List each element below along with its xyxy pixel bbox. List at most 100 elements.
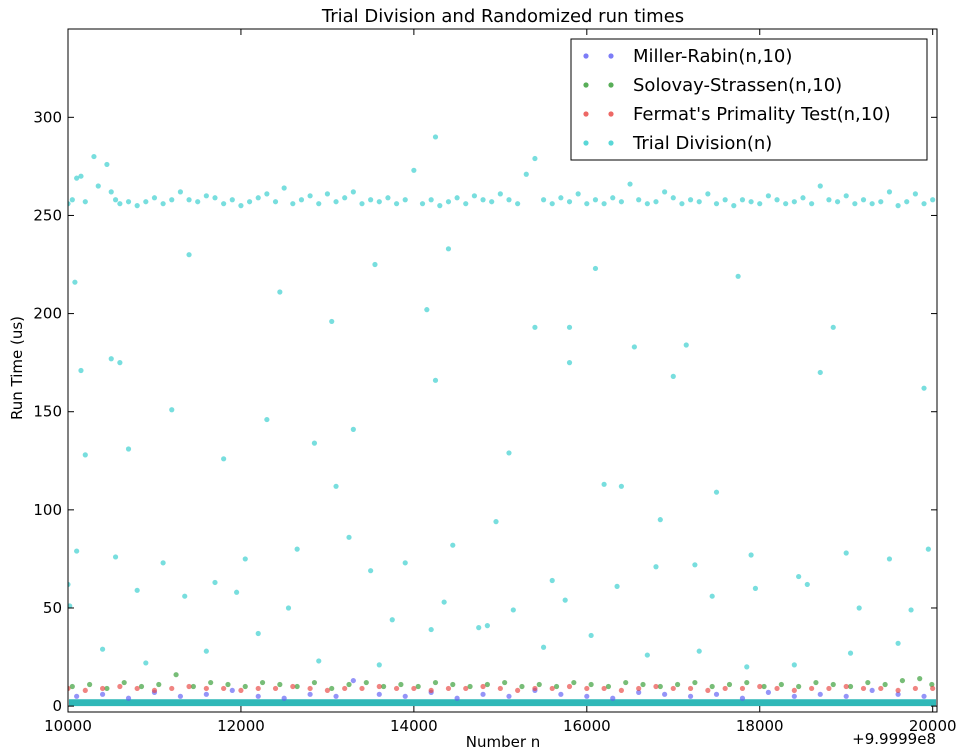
point-trial-division-n- [783,201,789,207]
point-trial-division-n- [558,195,564,201]
point-solovay-strassen-n-10- [190,683,196,690]
point-fermat-s-primality-test-n-10- [255,685,261,692]
point-solovay-strassen-n-10- [813,679,819,686]
point-trial-division-n- [679,201,685,207]
point-miller-rabin-n-10- [765,689,771,695]
point-trial-division-n- [566,324,573,330]
point-trial-division-n- [108,189,114,195]
point-miller-rabin-n-10- [480,691,486,697]
point-trial-division-n- [82,199,88,205]
point-trial-division-n- [246,199,253,205]
point-trial-division-n- [376,662,382,668]
point-trial-division-n- [125,199,132,205]
point-solovay-strassen-n-10- [138,683,145,690]
point-trial-division-n- [670,373,676,379]
point-solovay-strassen-n-10- [156,681,162,688]
point-fermat-s-primality-test-n-10- [791,687,797,694]
point-fermat-s-primality-test-n-10- [636,685,642,692]
point-solovay-strassen-n-10- [571,679,577,686]
point-solovay-strassen-n-10- [87,681,93,688]
point-trial-division-n- [212,195,218,201]
point-trial-division-n- [713,201,720,207]
legend: Miller-Rabin(n,10) Solovay-Strassen(n,10)… [570,38,928,161]
point-trial-division-n- [242,556,248,562]
point-solovay-strassen-n-10- [311,679,318,686]
point-trial-division-n- [69,197,75,203]
point-solovay-strassen-n-10- [450,681,456,688]
point-solovay-strassen-n-10- [674,681,681,688]
point-fermat-s-primality-test-n-10- [134,685,140,692]
point-trial-division-n- [182,593,188,599]
point-trial-division-n- [151,195,158,201]
point-fermat-s-primality-test-n-10- [532,685,538,692]
point-miller-rabin-n-10- [843,693,849,699]
point-trial-division-n- [830,324,836,330]
point-trial-division-n- [221,201,227,207]
point-trial-division-n- [748,199,754,205]
point-trial-division-n- [277,289,283,295]
plot-frame [67,28,938,713]
point-trial-division-n- [692,562,698,568]
point-trial-division-n- [791,662,797,668]
point-trial-division-n- [908,607,914,613]
point-trial-division-n- [432,134,439,140]
point-trial-division-n- [476,625,482,631]
point-fermat-s-primality-test-n-10- [428,687,434,694]
point-trial-division-n- [307,193,313,199]
point-fermat-s-primality-test-n-10- [376,683,382,690]
point-solovay-strassen-n-10- [917,676,923,682]
point-trial-division-n- [68,603,73,609]
point-trial-division-n- [272,199,279,205]
y-tick-label: 150 [33,403,62,421]
point-trial-division-n- [134,203,140,209]
point-trial-division-n- [74,175,80,181]
point-fermat-s-primality-test-n-10- [290,683,296,690]
point-fermat-s-primality-test-n-10- [463,685,469,692]
chart-title: Trial Division and Randomized run times [321,6,684,27]
point-solovay-strassen-n-10- [536,681,542,688]
point-trial-division-n- [696,648,702,654]
point-trial-division-n- [683,342,689,348]
point-miller-rabin-n-10- [662,691,668,697]
point-fermat-s-primality-test-n-10- [169,685,175,692]
point-solovay-strassen-n-10- [605,683,612,690]
point-trial-division-n- [393,201,400,207]
point-trial-division-n- [112,197,119,203]
point-solovay-strassen-n-10- [519,683,525,690]
point-trial-division-n- [471,193,477,199]
point-trial-division-n- [411,167,417,173]
point-trial-division-n- [134,587,140,593]
point-solovay-strassen-n-10- [726,681,733,688]
point-trial-division-n- [886,189,893,195]
point-trial-division-n- [744,664,750,670]
point-trial-division-n- [68,581,71,588]
point-miller-rabin-n-10- [177,693,184,699]
point-solovay-strassen-n-10- [173,672,179,678]
point-trial-division-n- [264,416,270,423]
legend-marker [583,140,589,146]
point-trial-division-n- [540,644,547,650]
point-trial-division-n- [428,197,434,203]
point-trial-division-n- [441,599,447,605]
point-trial-division-n- [329,318,335,325]
x-tick-label: 18000 [736,717,784,735]
point-trial-division-n- [739,197,746,203]
point-fermat-s-primality-test-n-10- [566,683,573,690]
point-solovay-strassen-n-10- [69,683,75,690]
point-trial-division-n- [826,197,832,203]
point-fermat-s-primality-test-n-10- [895,687,901,694]
legend-box [570,38,928,161]
point-fermat-s-primality-test-n-10- [739,685,746,692]
point-solovay-strassen-n-10- [692,679,698,686]
point-solovay-strassen-n-10- [294,683,300,690]
point-trial-division-n- [454,195,460,201]
x-tick-label: 20000 [909,717,957,735]
point-miller-rabin-n-10- [229,687,235,694]
point-trial-division-n- [592,197,599,203]
point-trial-division-n- [601,481,607,487]
point-miller-rabin-n-10- [713,691,720,697]
point-fermat-s-primality-test-n-10- [238,687,244,694]
legend-label: Trial Division(n) [632,133,772,154]
point-trial-division-n- [333,199,339,205]
point-trial-division-n- [255,630,261,637]
